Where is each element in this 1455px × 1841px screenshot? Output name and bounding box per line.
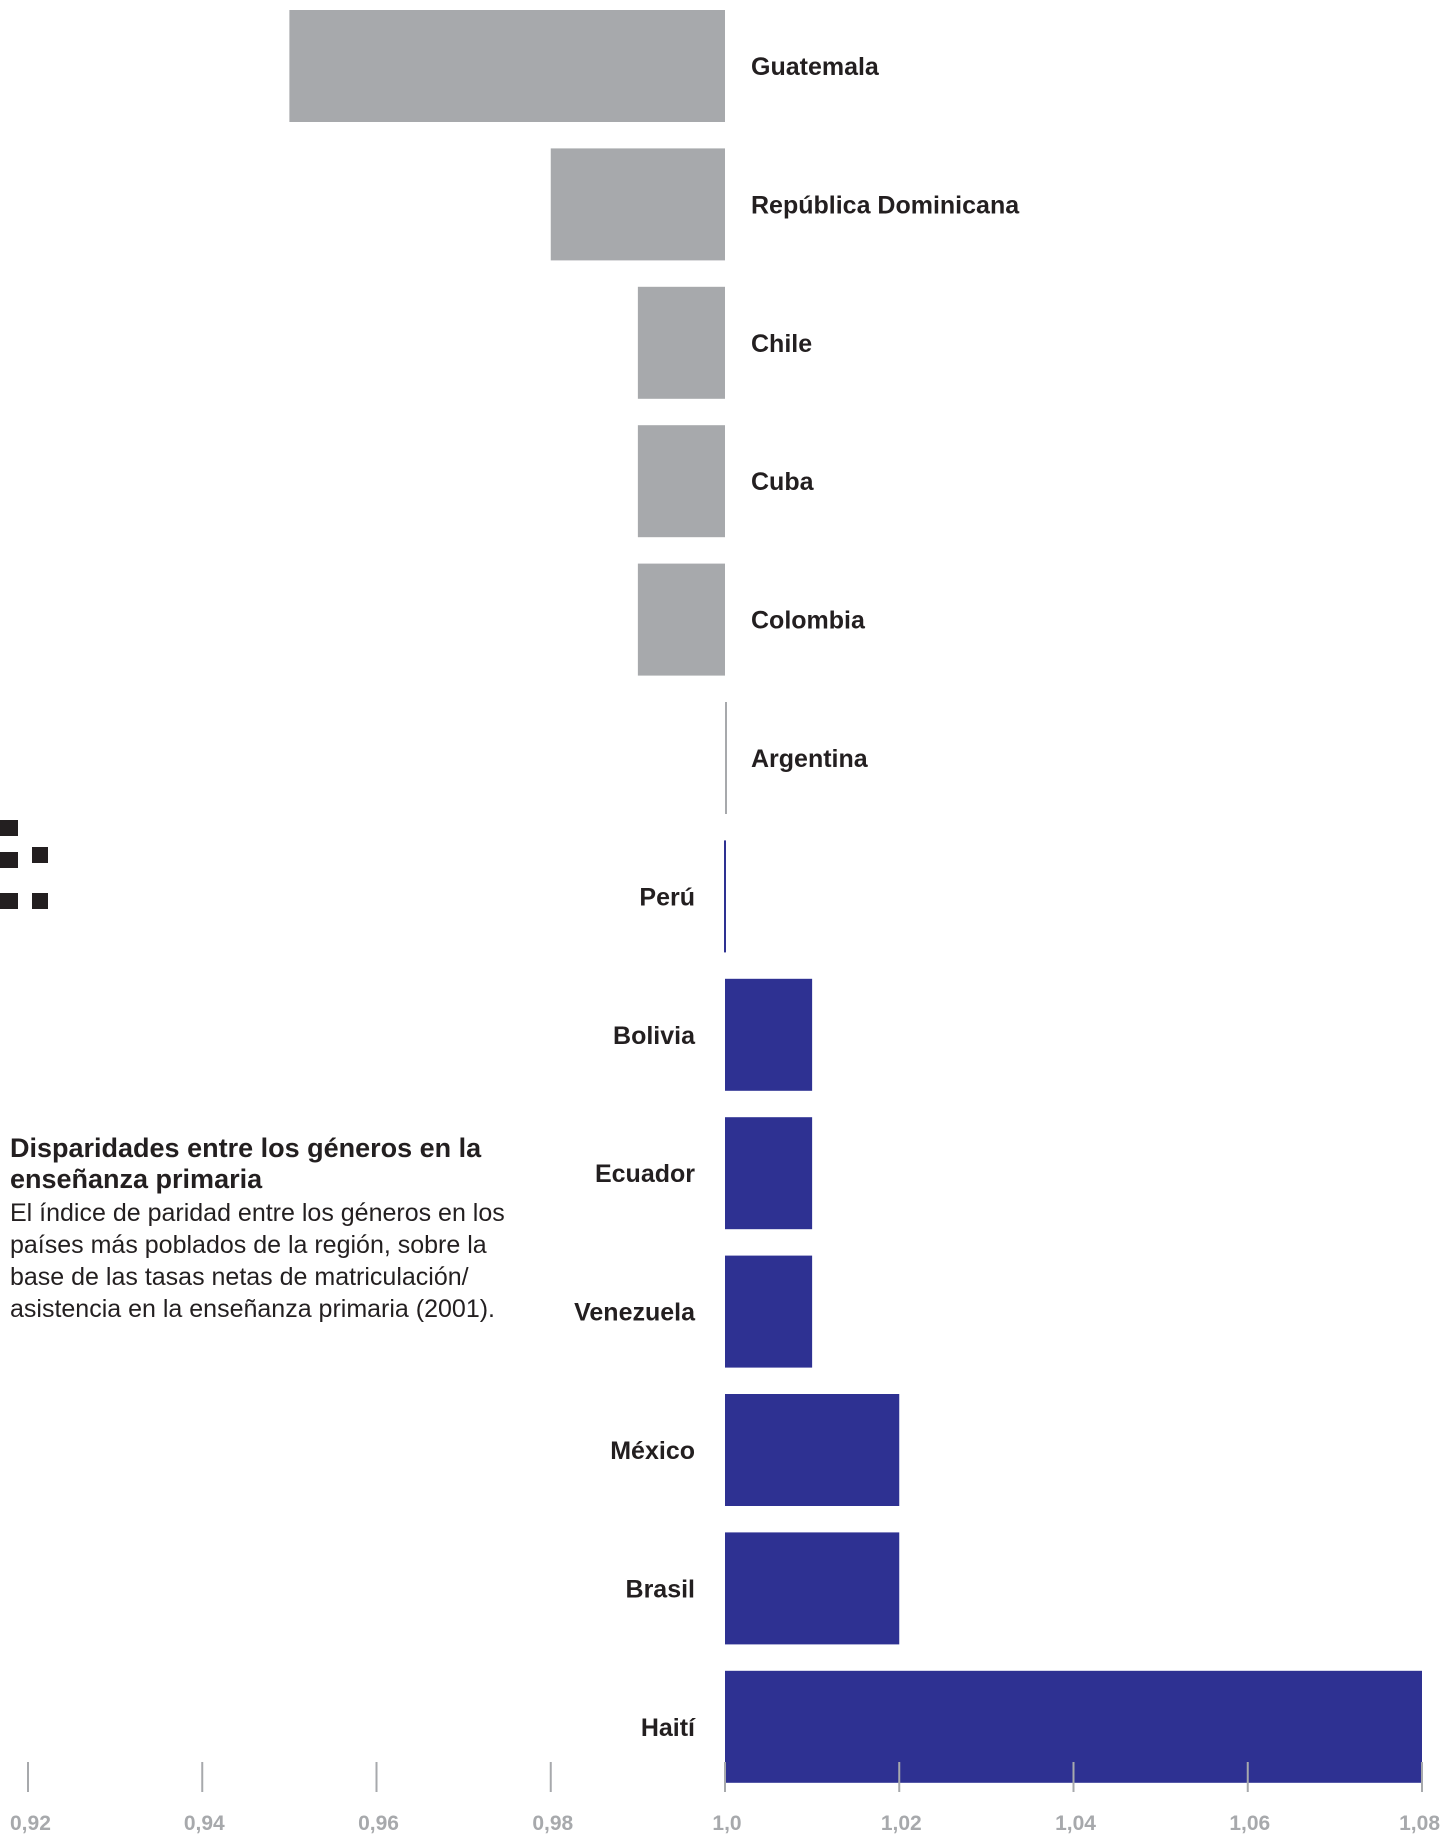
- x-tick-label: 1,08: [1399, 1812, 1440, 1835]
- x-tick-label: 1,0: [712, 1812, 741, 1835]
- chart-subtitle: El índice de paridad entre los géneros e…: [10, 1199, 505, 1323]
- bar: [550, 148, 725, 261]
- bar: [725, 1255, 813, 1368]
- category-label: Haití: [641, 1714, 696, 1742]
- chart-title: Disparidades entre los géneros en la ens…: [10, 1133, 482, 1194]
- category-label: Brasil: [626, 1575, 695, 1603]
- bar: [725, 702, 727, 814]
- category-label: Bolivia: [613, 1022, 696, 1050]
- chart-caption: Disparidades entre los géneros en la ens…: [10, 1133, 530, 1325]
- bar: [289, 10, 725, 122]
- bar: [725, 1394, 900, 1506]
- bar: [724, 840, 726, 953]
- category-label: Chile: [751, 330, 812, 358]
- x-tick-label: 1,04: [1055, 1812, 1096, 1835]
- category-label: Colombia: [751, 607, 866, 635]
- bar: [725, 978, 813, 1091]
- decorative-square: [32, 847, 48, 863]
- x-tick-label: 0,92: [10, 1812, 51, 1835]
- x-tick-label: 0,98: [532, 1812, 573, 1835]
- bar: [725, 1532, 900, 1645]
- category-label: Cuba: [751, 468, 815, 496]
- decorative-square: [0, 852, 18, 868]
- bar: [725, 1117, 813, 1230]
- category-label: Ecuador: [595, 1160, 695, 1188]
- category-label: República Dominicana: [751, 191, 1020, 219]
- category-label: México: [610, 1437, 695, 1465]
- category-label: Guatemala: [751, 53, 880, 81]
- decorative-square: [0, 820, 18, 836]
- decorative-square: [32, 893, 48, 909]
- x-tick-label: 1,06: [1229, 1812, 1270, 1835]
- category-label: Venezuela: [574, 1299, 696, 1327]
- x-tick-label: 0,94: [184, 1812, 225, 1835]
- x-tick-label: 1,02: [881, 1812, 922, 1835]
- bar: [637, 286, 725, 399]
- decorative-square: [0, 893, 18, 909]
- x-tick-label: 0,96: [358, 1812, 399, 1835]
- bar: [637, 425, 725, 538]
- category-label: Perú: [639, 883, 695, 911]
- category-label: Argentina: [751, 745, 869, 773]
- bar: [637, 563, 725, 676]
